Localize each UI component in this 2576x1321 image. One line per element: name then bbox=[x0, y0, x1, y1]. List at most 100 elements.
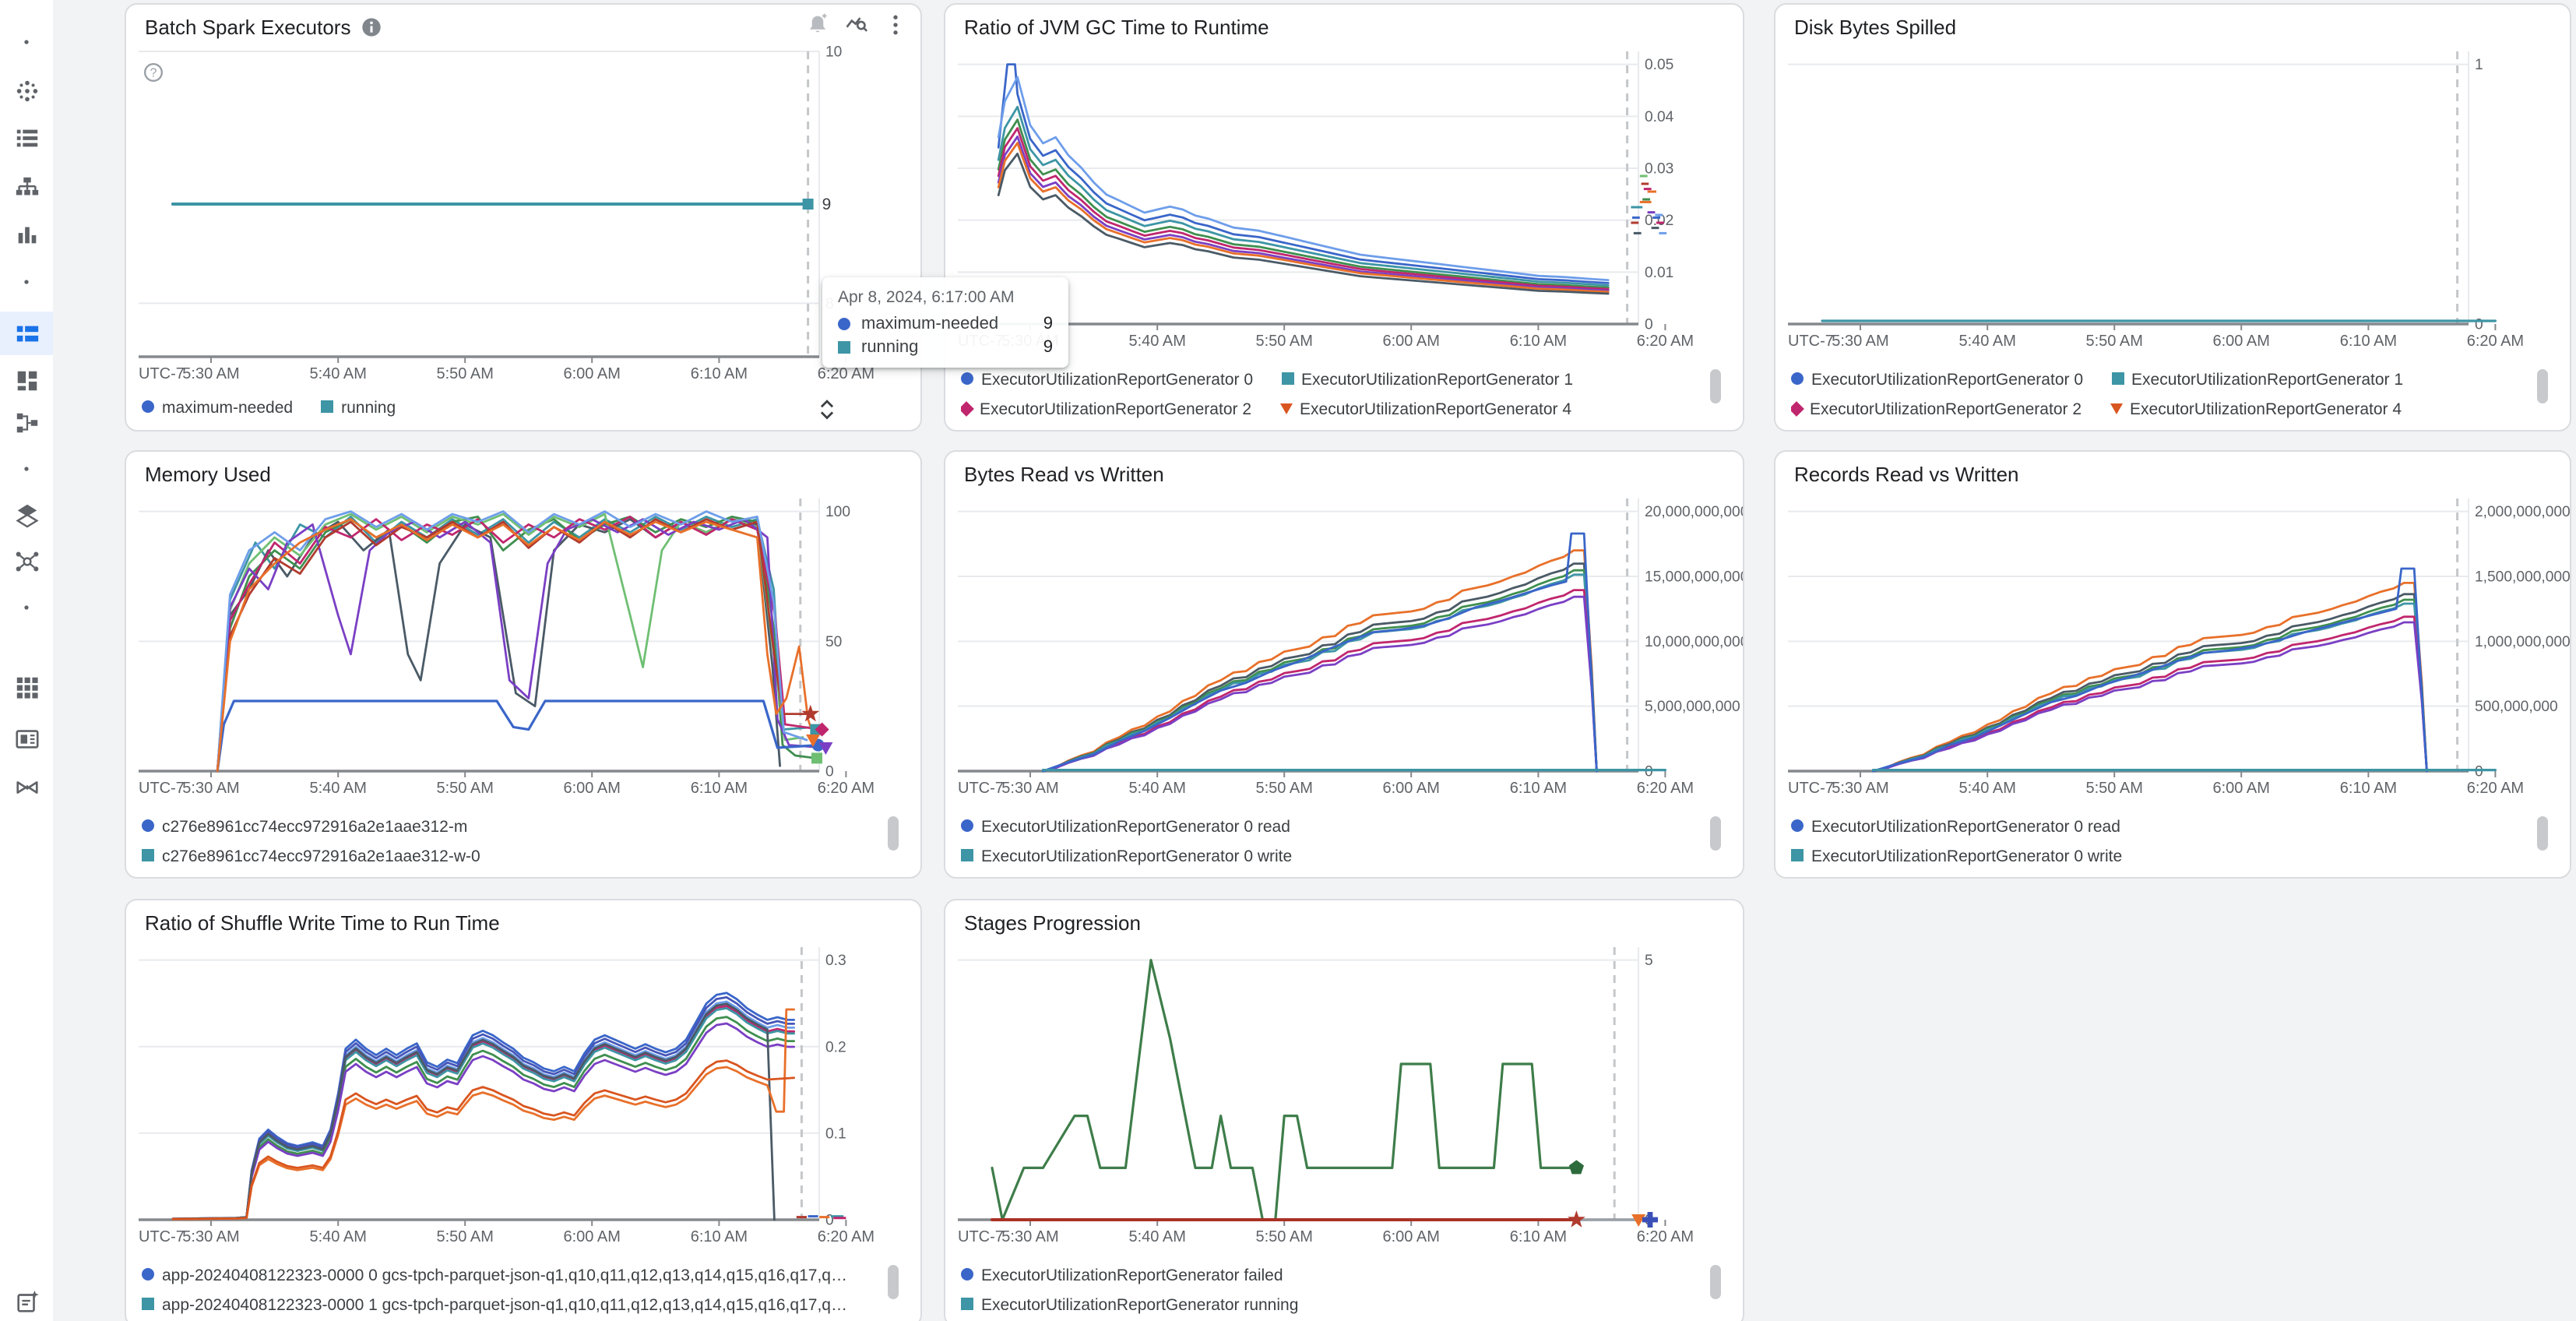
legend-item[interactable]: ExecutorUtilizationReportGenerator 0 rea… bbox=[1791, 813, 2120, 843]
sidebar-item-dot-separator bbox=[0, 447, 53, 491]
svg-text:6:10 AM: 6:10 AM bbox=[691, 780, 748, 797]
alert-add-icon[interactable] bbox=[805, 12, 830, 37]
legend-item[interactable]: ExecutorUtilizationReportGenerator 2 bbox=[1791, 396, 2082, 425]
sidebar-item-hub-icon[interactable] bbox=[0, 69, 53, 112]
legend-item[interactable]: ExecutorUtilizationReportGenerator 4 bbox=[1279, 396, 1571, 425]
chart-card-records-read-vs-written: 2,000,000,000 1,500,000,000 1,000,000,000 5… bbox=[1774, 450, 2571, 879]
legend-item[interactable]: maximum-needed bbox=[142, 394, 293, 424]
legend-item[interactable]: c276e8961cc74ecc972916a2e1aae312-w-1 bbox=[142, 872, 479, 879]
legend-label: ExecutorUtilizationReportGenerator 0 wri… bbox=[1811, 847, 2123, 866]
legend-label: ExecutorUtilizationReportGenerator 2 bbox=[1810, 400, 2082, 419]
svg-text:6:20 AM: 6:20 AM bbox=[1637, 780, 1694, 797]
chart-title: Records Read vs Written bbox=[1794, 463, 2019, 486]
explore-icon[interactable] bbox=[844, 12, 869, 37]
svg-text:5:50 AM: 5:50 AM bbox=[1256, 333, 1313, 350]
svg-text:5:40 AM: 5:40 AM bbox=[1959, 333, 2016, 350]
svg-text:6:20 AM: 6:20 AM bbox=[1637, 1228, 1694, 1245]
legend-item[interactable]: app-20240408122323-0000 0 gcs-tpch-parqu… bbox=[142, 1262, 852, 1291]
legend-item[interactable]: ExecutorUtilizationReportGenerator 0 bbox=[961, 366, 1253, 396]
legend-item[interactable]: c276e8961cc74ecc972916a2e1aae312-w-0 bbox=[142, 843, 480, 872]
chart-series bbox=[216, 510, 826, 773]
legend-marker-icon bbox=[1791, 401, 1804, 417]
legend-item[interactable]: c276e8961cc74ecc972916a2e1aae312-m bbox=[142, 813, 467, 843]
legend-item[interactable]: app-20240408122323-0000 1 gcs-tpch-parqu… bbox=[142, 1291, 852, 1321]
legend-label: ExecutorUtilizationReportGenerator 1 rea… bbox=[1810, 877, 2119, 879]
legend-item[interactable]: ExecutorUtilizationReportGenerator runni… bbox=[961, 1291, 1298, 1321]
chart-plot[interactable]: 100 50 0 5:30 AM 5:40 AM 5:50 AM 6:00 AM 6:10 A… bbox=[126, 452, 922, 879]
svg-text:5:50 AM: 5:50 AM bbox=[2086, 333, 2143, 350]
legend-item[interactable]: ExecutorUtilizationReportGenerator 1 bbox=[1281, 366, 1573, 396]
chart-plot[interactable]: 20,000,000,000 15,000,000,000 10,000,000,0… bbox=[945, 452, 1744, 879]
legend-label: running bbox=[341, 399, 396, 417]
legend-scrollbar-thumb[interactable] bbox=[1710, 369, 1721, 403]
legend-marker-icon bbox=[961, 878, 974, 879]
svg-text:0: 0 bbox=[825, 1213, 834, 1229]
more-vert-icon[interactable] bbox=[883, 12, 908, 37]
legend-label: ExecutorUtilizationReportGenerator 0 bbox=[981, 371, 1254, 389]
info-icon[interactable] bbox=[360, 16, 383, 39]
legend-item[interactable]: ExecutorUtilizationReportGenerator 1 bbox=[2111, 366, 2403, 396]
legend-item[interactable]: ExecutorUtilizationReportGenerator 2 bbox=[961, 396, 1251, 425]
svg-text:1: 1 bbox=[2475, 57, 2483, 73]
legend-item[interactable]: ExecutorUtilizationReportGenerator 0 wri… bbox=[961, 843, 1292, 872]
legend-marker-icon bbox=[142, 1298, 154, 1310]
legend-scrollbar-thumb[interactable] bbox=[1710, 1265, 1721, 1299]
chart-plot[interactable]: 0.3 0.2 0.1 0 5:30 AM 5:40 AM 5:50 AM 6:00 AM 6:… bbox=[126, 900, 922, 1321]
chart-plot[interactable]: 505:30 AM5:40 AM5:50 AM6:00 AM6:10 AM6:2… bbox=[945, 900, 1744, 1321]
svg-text:5:30 AM: 5:30 AM bbox=[182, 780, 239, 797]
chart-title: Ratio of JVM GC Time to Runtime bbox=[964, 16, 1269, 39]
svg-text:6:10 AM: 6:10 AM bbox=[2340, 780, 2397, 797]
legend-expand-control[interactable] bbox=[815, 391, 839, 430]
chart-series bbox=[171, 992, 795, 1221]
chart-plot[interactable]: 1 0 5:30 AM 5:40 AM 5:50 AM 6:00 AM 6:10 AM 6:2… bbox=[1775, 5, 2571, 432]
svg-text:6:20 AM: 6:20 AM bbox=[1637, 333, 1694, 350]
svg-text:5:40 AM: 5:40 AM bbox=[1129, 780, 1186, 797]
sidebar-item-flow-icon[interactable] bbox=[0, 400, 53, 444]
legend-scrollbar-thumb[interactable] bbox=[2537, 369, 2548, 403]
sidebar-item-list-icon[interactable] bbox=[0, 115, 53, 159]
legend-item[interactable]: running bbox=[321, 394, 396, 424]
sidebar-item-list-alt-icon-selected[interactable] bbox=[0, 312, 53, 355]
svg-text:UTC-7: UTC-7 bbox=[958, 1228, 1004, 1245]
sidebar-item-card-icon[interactable] bbox=[0, 717, 53, 760]
sidebar-item-blocks-icon[interactable] bbox=[0, 358, 53, 402]
legend-item[interactable]: ExecutorUtilizationReportGenerator 1 rea… bbox=[961, 872, 1289, 879]
legend-label: ExecutorUtilizationReportGenerator runni… bbox=[981, 1296, 1299, 1315]
chart-plot[interactable]: 1085:30 AM5:40 AM5:50 AM6:00 AM6:10 AM6:… bbox=[126, 5, 922, 432]
chart-plot[interactable]: 2,000,000,000 1,500,000,000 1,000,000,000 5… bbox=[1775, 452, 2571, 879]
legend-scrollbar-thumb[interactable] bbox=[888, 1265, 899, 1299]
series-marker-icon bbox=[838, 341, 850, 354]
legend-label: ExecutorUtilizationReportGenerator 2 bbox=[980, 400, 1252, 419]
svg-text:50: 50 bbox=[825, 634, 842, 650]
legend-label: c276e8961cc74ecc972916a2e1aae312-w-1 bbox=[160, 877, 479, 879]
chart-card-memory-used: 100 50 0 5:30 AM 5:40 AM 5:50 AM 6:00 AM 6:10 A… bbox=[125, 450, 922, 879]
legend-item[interactable]: ExecutorUtilizationReportGenerator 4 bbox=[2110, 396, 2402, 425]
svg-text:UTC-7: UTC-7 bbox=[1788, 333, 1834, 350]
sidebar-item-doc-sparkle-icon[interactable] bbox=[0, 1279, 53, 1321]
legend-label: ExecutorUtilizationReportGenerator faile… bbox=[981, 1266, 1283, 1285]
sidebar-item-layers-icon[interactable] bbox=[0, 492, 53, 536]
sidebar-item-bar-chart-icon[interactable] bbox=[0, 212, 53, 255]
svg-text:0: 0 bbox=[825, 764, 834, 780]
legend-scrollbar-thumb[interactable] bbox=[2537, 816, 2548, 851]
svg-text:5: 5 bbox=[1645, 953, 1653, 969]
legend-item[interactable]: ExecutorUtilizationReportGenerator 1 rea… bbox=[1791, 872, 2119, 879]
sidebar-item-tree-icon[interactable] bbox=[0, 165, 53, 209]
sidebar-item-dot-separator bbox=[0, 586, 53, 629]
legend-item[interactable]: ExecutorUtilizationReportGenerator 0 bbox=[1791, 366, 2083, 396]
legend-label: ExecutorUtilizationReportGenerator 0 rea… bbox=[1811, 818, 2120, 837]
sidebar-item-grid-icon[interactable] bbox=[0, 665, 53, 709]
legend-item[interactable]: ExecutorUtilizationReportGenerator 0 rea… bbox=[961, 813, 1290, 843]
legend-scrollbar-thumb[interactable] bbox=[1710, 816, 1721, 851]
sidebar-item-bowtie-icon[interactable] bbox=[0, 765, 53, 808]
svg-text:6:10 AM: 6:10 AM bbox=[1510, 1228, 1567, 1245]
legend-scrollbar-thumb[interactable] bbox=[888, 816, 899, 851]
legend-item[interactable]: ExecutorUtilizationReportGenerator 0 wri… bbox=[1791, 843, 2122, 872]
legend-item[interactable]: ExecutorUtilizationReportGenerator faile… bbox=[961, 1262, 1283, 1291]
svg-text:6:20 AM: 6:20 AM bbox=[818, 1228, 875, 1245]
chart-legend: ExecutorUtilizationReportGenerator 0 rea… bbox=[961, 813, 1674, 879]
svg-text:0.2: 0.2 bbox=[825, 1039, 846, 1055]
sidebar-item-network-icon[interactable] bbox=[0, 539, 53, 583]
help-icon[interactable]: ? bbox=[142, 61, 165, 92]
